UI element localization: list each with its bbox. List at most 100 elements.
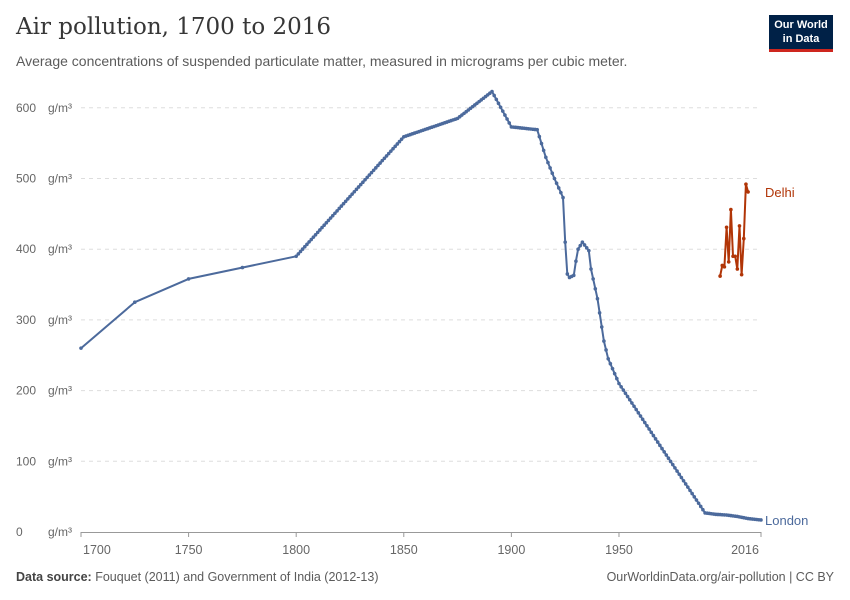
data-point <box>692 495 697 499</box>
data-point <box>666 456 671 461</box>
y-tick-label: 400 <box>16 242 36 256</box>
y-tick-unit: g/m³ <box>48 525 72 539</box>
data-point <box>630 401 634 405</box>
chart-subtitle: Average concentrations of suspended part… <box>16 53 628 69</box>
data-point <box>673 466 677 470</box>
data-point <box>621 388 626 392</box>
data-point <box>623 391 628 396</box>
data-point <box>374 166 378 170</box>
data-point <box>559 190 563 195</box>
data-point <box>315 230 320 235</box>
data-point <box>677 472 682 477</box>
y-tick-label: 0 <box>16 525 23 539</box>
data-point <box>79 346 83 350</box>
data-point <box>759 518 763 522</box>
data-point <box>653 437 658 441</box>
series-label-delhi: Delhi <box>765 185 795 200</box>
data-point <box>668 459 673 464</box>
data-point <box>320 225 324 230</box>
data-point <box>330 213 335 218</box>
data-point <box>399 137 404 141</box>
data-point <box>305 242 309 247</box>
data-point <box>582 243 587 247</box>
data-point <box>307 240 311 244</box>
series-line-delhi <box>719 183 750 277</box>
data-point <box>503 113 507 117</box>
data-point <box>552 176 557 181</box>
data-point <box>492 93 496 98</box>
data-point <box>318 228 322 232</box>
data-point <box>625 394 630 399</box>
data-source: Data source: Fouquet (2011) and Governme… <box>16 570 379 584</box>
data-point <box>587 248 591 253</box>
data-point <box>571 273 576 278</box>
source-label: Data source: <box>16 570 92 584</box>
data-point <box>393 144 397 149</box>
data-point <box>735 267 740 271</box>
x-tick-label: 1850 <box>390 543 418 557</box>
data-point <box>645 424 649 428</box>
data-point <box>363 178 367 182</box>
data-point <box>576 247 580 251</box>
data-point <box>367 173 372 177</box>
data-point <box>298 249 303 254</box>
data-point <box>744 182 748 186</box>
data-point <box>591 277 595 281</box>
data-point <box>670 462 675 467</box>
data-point <box>696 501 701 506</box>
data-point <box>640 417 645 422</box>
chart-title: Air pollution, 1700 to 2016 <box>16 14 332 40</box>
data-point <box>535 127 540 132</box>
data-point <box>589 267 593 271</box>
data-point <box>240 265 245 270</box>
data-point <box>726 260 731 264</box>
data-point <box>361 180 365 184</box>
data-point <box>565 272 570 276</box>
data-point <box>546 160 550 165</box>
data-point <box>343 199 348 204</box>
data-point <box>391 146 395 151</box>
data-point <box>578 243 583 248</box>
data-point <box>580 240 585 244</box>
y-tick-label: 200 <box>16 384 36 398</box>
data-point <box>335 209 339 213</box>
data-point <box>694 498 699 502</box>
data-point <box>494 97 499 102</box>
license-link[interactable]: OurWorldinData.org/air-pollution | CC BY <box>606 570 834 584</box>
data-point <box>311 235 316 239</box>
data-point <box>371 168 376 173</box>
data-point <box>561 195 565 200</box>
data-point <box>339 204 344 208</box>
data-point <box>397 139 402 144</box>
data-point <box>490 89 494 94</box>
y-tick-label: 100 <box>16 454 36 468</box>
data-point <box>548 166 552 170</box>
data-point <box>358 182 363 187</box>
data-point <box>619 384 623 389</box>
data-point <box>675 469 679 473</box>
x-tick-label: 2016 <box>731 543 759 557</box>
data-point <box>647 427 651 431</box>
data-point <box>686 485 690 489</box>
data-point <box>604 348 608 352</box>
data-point <box>386 151 391 156</box>
data-point <box>638 414 643 418</box>
data-point <box>681 478 686 483</box>
data-point <box>496 101 501 106</box>
data-point <box>595 296 600 301</box>
data-point <box>554 181 559 186</box>
data-point <box>498 105 503 110</box>
data-point <box>602 339 606 343</box>
data-point <box>505 117 509 121</box>
data-point <box>733 254 737 259</box>
owid-logo[interactable]: Our World in Data <box>769 15 833 52</box>
data-point <box>593 286 598 291</box>
data-point <box>563 240 567 244</box>
data-point <box>507 121 512 125</box>
data-point <box>309 237 314 242</box>
y-tick-unit: g/m³ <box>48 384 72 398</box>
data-point <box>737 224 742 228</box>
data-point <box>608 361 613 366</box>
data-point <box>627 397 632 402</box>
